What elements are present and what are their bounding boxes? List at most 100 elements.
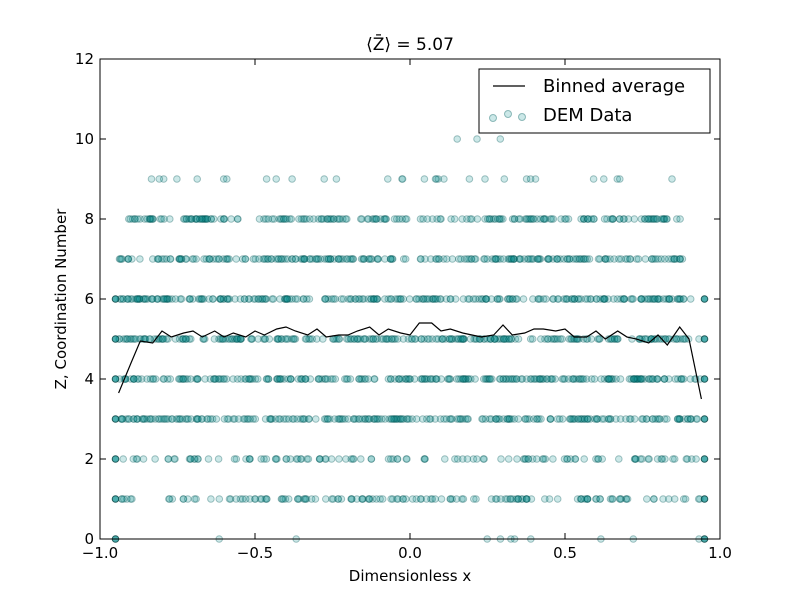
data-point [608,495,616,503]
data-point [387,255,395,263]
data-point [440,415,448,423]
data-point [460,375,469,383]
data-point [257,495,266,503]
data-point [301,335,310,343]
data-point [665,295,674,303]
data-point [487,295,496,303]
data-point [387,375,395,383]
data-point [329,215,338,223]
data-point [175,415,184,423]
data-point [463,215,471,223]
data-point [387,455,395,463]
data-point [339,295,348,303]
data-point [583,255,592,263]
data-point [176,415,184,423]
data-point [272,455,280,463]
data-point [481,255,489,263]
data-point [341,215,350,223]
data-point [460,255,469,263]
data-point [286,375,295,383]
data-point [192,495,200,503]
data-point [200,215,208,223]
data-point [155,415,164,423]
data-point [385,415,394,423]
data-point [154,415,163,423]
data-point [479,415,487,423]
data-point [301,375,310,383]
data-point [394,295,402,303]
data-point [590,215,598,223]
data-point [177,255,186,263]
data-point [179,335,187,343]
data-point [241,495,250,503]
data-point [482,295,491,303]
data-point [537,375,545,383]
data-point [125,215,133,223]
data-point [129,415,138,423]
data-point [201,215,210,223]
data-point [159,335,168,343]
data-point [165,495,173,503]
data-point [228,335,236,343]
data-point [596,295,605,303]
data-point [491,415,500,423]
data-point [399,335,408,343]
data-point [358,375,366,383]
data-point [139,295,148,303]
data-point [348,495,356,503]
data-point [587,215,596,223]
data-point [196,215,204,223]
data-point [202,255,211,263]
data-point [135,295,144,303]
data-point [128,295,136,303]
data-point [246,455,254,463]
data-point [642,415,651,423]
data-point [482,295,491,303]
data-point [187,335,195,343]
data-point [592,455,600,463]
data-point [505,335,513,343]
data-point [193,175,201,183]
data-point [299,415,308,423]
data-point [528,335,537,343]
x-tick-label: 1.0 [708,544,732,562]
data-point [491,335,499,343]
data-point [367,295,375,303]
data-point [343,215,351,223]
data-point [384,175,392,183]
data-point [305,415,314,423]
data-point [140,295,148,303]
data-point [387,415,396,423]
data-point [606,415,615,423]
data-point [519,455,528,463]
y-tick-label: 10 [75,130,94,148]
data-point [627,375,635,383]
data-point [567,295,576,303]
data-point [178,415,186,423]
data-point [600,295,608,303]
data-point [473,215,482,223]
data-point [478,415,486,423]
data-point [288,255,297,263]
data-point [625,415,634,423]
data-point [613,175,622,183]
data-point [194,415,202,423]
data-point [271,415,280,423]
data-point [494,415,503,423]
data-point [374,255,383,263]
data-point [459,335,468,343]
data-point [326,255,335,263]
data-point [416,495,425,503]
data-point [128,495,136,503]
data-point [367,255,375,263]
data-point [334,495,343,503]
data-point [361,375,370,383]
data-point [321,455,330,463]
data-point [459,375,467,383]
data-point [616,415,625,423]
data-point [393,215,401,223]
data-point [506,255,515,263]
data-point [665,295,673,303]
data-point [524,455,532,463]
data-point [326,255,335,263]
